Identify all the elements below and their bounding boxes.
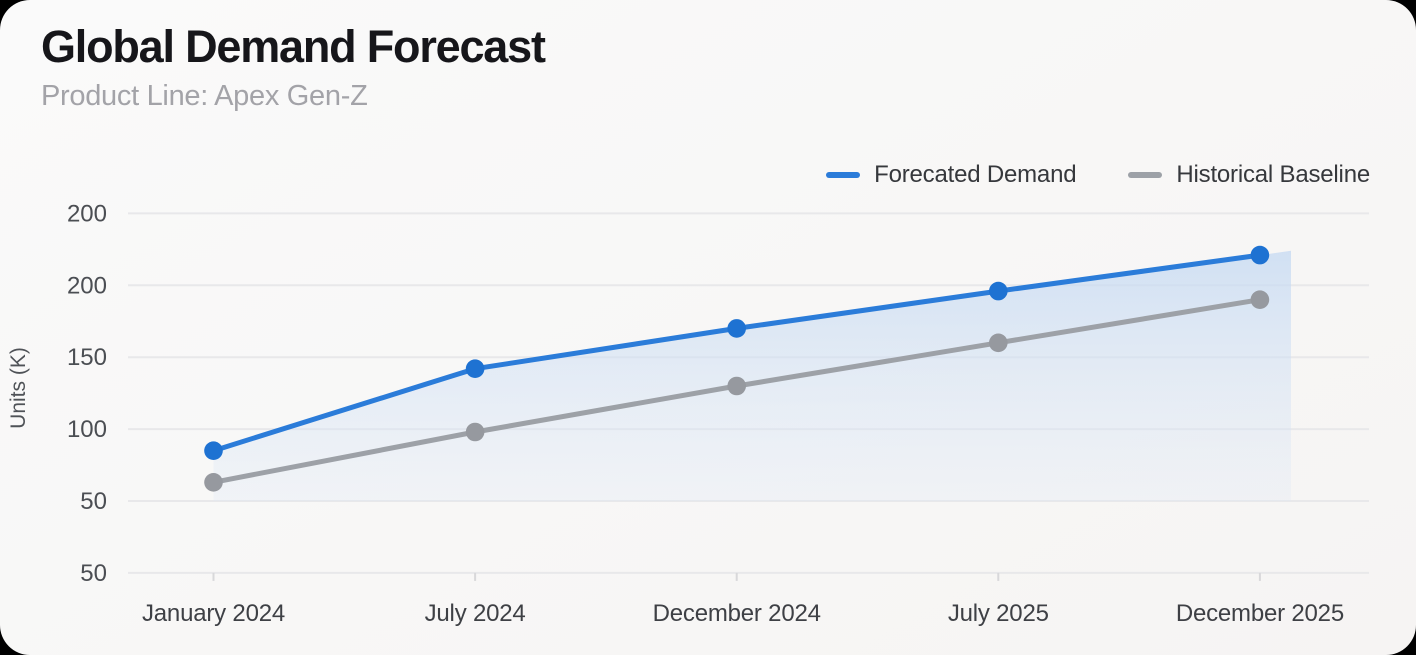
x-axis: January 2024 July 2024 December 2024 July 2… [142, 572, 1344, 627]
x-tick-label: July 2024 [425, 600, 526, 627]
y-tick-label: 50 [80, 560, 107, 587]
y-axis-title: Units (K) [7, 347, 30, 429]
x-tick-label: July 2025 [948, 600, 1049, 627]
chart-header: Global Demand Forecast Product Line: Ape… [41, 21, 546, 113]
forecast-point [989, 281, 1008, 301]
x-tick-label: January 2024 [142, 600, 285, 627]
y-tick-label: 200 [67, 200, 107, 227]
baseline-point [204, 473, 223, 492]
forecast-swatch-icon [826, 172, 861, 178]
legend-item-forecast[interactable]: Forecated Demand [826, 161, 1077, 189]
forecast-area-fill [213, 250, 1291, 501]
y-tick-label: 150 [67, 344, 107, 371]
legend-label-baseline: Historical Baseline [1176, 161, 1370, 188]
forecast-point [204, 441, 223, 461]
forecast-point [465, 359, 485, 379]
forecast-point [1250, 245, 1270, 265]
baseline-point [465, 422, 485, 442]
page-subtitle: Product Line: Apex Gen-Z [41, 79, 368, 112]
y-tick-label: 200 [67, 272, 107, 299]
baseline-point [727, 376, 746, 396]
baseline-point [1250, 290, 1270, 310]
legend-item-baseline[interactable]: Historical Baseline [1128, 161, 1370, 189]
page-title: Global Demand Forecast [41, 21, 546, 72]
legend-label-forecast: Forecated Demand [874, 161, 1077, 188]
baseline-point [989, 333, 1008, 353]
x-tick-label: December 2024 [653, 600, 821, 627]
y-tick-label: 100 [67, 416, 107, 443]
x-tick-label: December 2025 [1176, 600, 1344, 627]
y-tick-label: 50 [80, 488, 107, 515]
forecast-point [727, 319, 746, 338]
baseline-swatch-icon [1128, 172, 1163, 178]
legend: Forecated Demand Historical Baseline [826, 161, 1370, 189]
